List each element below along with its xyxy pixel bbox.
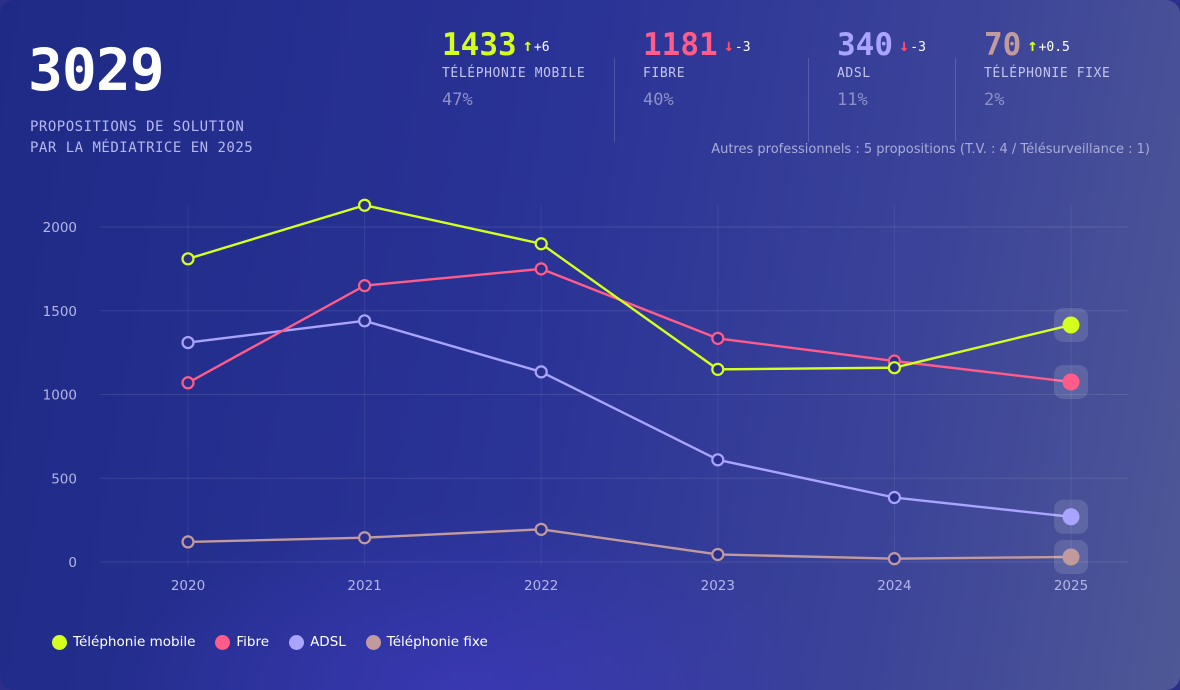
stat-delta: ↑+6: [522, 36, 550, 56]
legend-label: ADSL: [310, 634, 346, 650]
series-line-2: [187, 319, 1072, 518]
series-line-1: [187, 267, 1072, 384]
legend-dot-icon: [215, 634, 231, 650]
data-point: [711, 547, 725, 562]
data-point: [887, 552, 902, 566]
x-tick-label: 2021: [347, 578, 381, 594]
stat-label: TÉLÉPHONIE FIXE: [984, 66, 1111, 81]
data-point: [181, 335, 195, 350]
divider: [614, 58, 615, 142]
legend-label: Fibre: [236, 634, 270, 650]
divider: [955, 58, 956, 142]
y-tick-label: 0: [68, 555, 77, 571]
data-point: [358, 279, 372, 293]
stat-label: ADSL: [837, 66, 871, 81]
legend-item-mobile[interactable]: Téléphonie mobile: [52, 634, 195, 650]
data-point: [181, 376, 195, 390]
x-tick-label: 2022: [524, 578, 558, 594]
data-point: [534, 237, 548, 251]
x-tick-label: 2020: [171, 578, 205, 594]
x-tick-label: 2025: [1054, 578, 1088, 594]
stat-label: FIBRE: [643, 66, 686, 81]
x-tick-label: 2023: [701, 578, 735, 594]
series-line-0: [187, 204, 1072, 371]
stat-percent: 11%: [837, 90, 868, 110]
y-tick-label: 1000: [43, 388, 77, 404]
subtitle-line-2: PAR LA MÉDIATRICE EN 2025: [30, 140, 254, 156]
data-point: [887, 490, 902, 505]
other-professionals-note: Autres professionnels : 5 propositions (…: [711, 142, 1150, 157]
data-point: [181, 252, 195, 266]
stat-fibre: 1181 ↓-3 FIBRE 40%: [643, 28, 751, 110]
y-tick-label: 2000: [43, 220, 77, 236]
data-point: [1062, 548, 1080, 566]
stat-percent: 2%: [984, 90, 1005, 110]
y-tick-label: 1500: [43, 304, 77, 320]
data-point: [711, 453, 725, 467]
data-point: [1062, 316, 1080, 334]
stat-value: 340: [837, 27, 893, 63]
arrow-down-icon: ↓: [723, 36, 734, 56]
stat-delta: ↓-3: [723, 36, 751, 56]
stat-fixe: 70 ↑+0.5 TÉLÉPHONIE FIXE 2%: [984, 28, 1110, 110]
series-line-3: [187, 528, 1072, 560]
arrow-up-icon: ↑: [522, 36, 533, 56]
total-count: 3029: [28, 36, 165, 104]
arrow-up-icon: ↑: [1027, 36, 1038, 56]
legend-label: Téléphonie fixe: [386, 634, 488, 650]
data-point: [534, 522, 548, 536]
total-subtitle: PROPOSITIONS DE SOLUTION PAR LA MÉDIATRI…: [30, 117, 330, 159]
subtitle-line-1: PROPOSITIONS DE SOLUTION: [30, 119, 245, 135]
data-point: [1062, 508, 1080, 526]
stats-row: 1433 ↑+6 TÉLÉPHONIE MOBILE 47% 1181 ↓-3 FI…: [0, 28, 1180, 142]
arrow-down-icon: ↓: [899, 36, 910, 56]
stat-delta: ↓-3: [899, 36, 926, 56]
data-point: [181, 535, 195, 549]
data-point: [358, 314, 372, 328]
legend-dot-icon: [289, 634, 305, 650]
legend-item-adsl[interactable]: ADSL: [289, 634, 346, 650]
legend-dot-icon: [52, 634, 67, 650]
divider: [808, 58, 809, 142]
legend: Téléphonie mobile Fibre ADSL Téléphonie …: [52, 634, 488, 650]
stat-percent: 47%: [442, 90, 473, 110]
stat-mobile: 1433 ↑+6 TÉLÉPHONIE MOBILE 47%: [442, 28, 585, 110]
data-point: [534, 365, 548, 379]
stat-label: TÉLÉPHONIE MOBILE: [442, 66, 586, 81]
legend-item-fibre[interactable]: Fibre: [215, 634, 269, 650]
stat-value: 1181: [643, 27, 718, 63]
legend-dot-icon: [365, 634, 381, 650]
x-tick-label: 2024: [877, 578, 911, 594]
stat-delta: ↑+0.5: [1027, 36, 1070, 56]
legend-item-fixe[interactable]: Téléphonie fixe: [365, 634, 488, 650]
data-point: [1062, 373, 1080, 391]
legend-label: Téléphonie mobile: [73, 634, 196, 650]
y-tick-label: 500: [51, 471, 77, 487]
data-point: [711, 331, 725, 345]
data-point: [358, 198, 372, 212]
data-point: [711, 362, 725, 376]
stat-adsl: 340 ↓-3 ADSL 11%: [837, 28, 926, 110]
stat-value: 1433: [442, 27, 517, 63]
data-point: [358, 531, 372, 545]
stat-value: 70: [984, 27, 1022, 63]
data-point: [534, 262, 548, 276]
stat-percent: 40%: [643, 90, 674, 110]
data-point: [887, 361, 902, 375]
